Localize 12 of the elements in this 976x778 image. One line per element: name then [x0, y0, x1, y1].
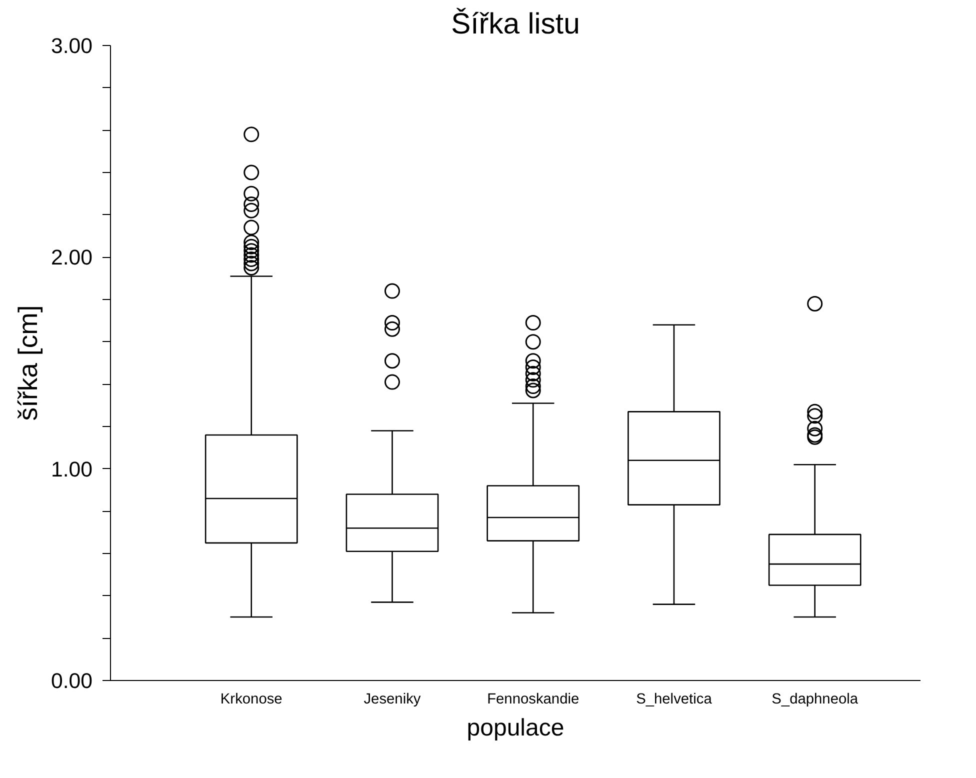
- y-tick-label: 3.00: [50, 34, 93, 58]
- y-axis-title: šířka [cm]: [12, 305, 43, 421]
- x-tick-label: S_daphneola: [772, 692, 859, 708]
- x-tick-label: S_helvetica: [636, 692, 713, 708]
- y-tick-label: 1.00: [50, 457, 93, 482]
- y-tick-label: 0.00: [50, 669, 93, 693]
- x-tick-label: Krkonose: [220, 692, 282, 708]
- chart-title: Šířka listu: [451, 8, 580, 40]
- x-tick-label: Fennoskandie: [487, 692, 580, 708]
- y-tick-label: 2.00: [50, 246, 93, 270]
- x-axis-title: populace: [466, 714, 564, 742]
- x-tick-label: Jeseniky: [364, 692, 422, 708]
